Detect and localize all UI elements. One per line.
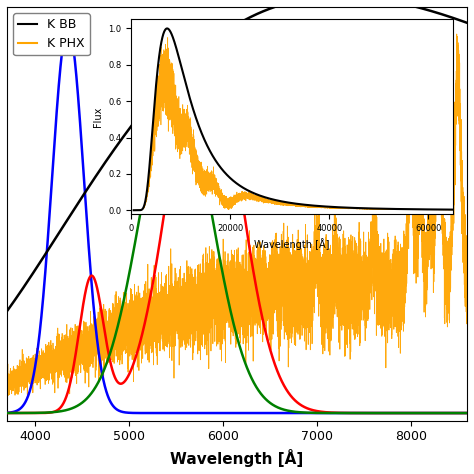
X-axis label: Wavelength [Å]: Wavelength [Å] xyxy=(170,449,304,467)
Legend: K BB, K PHX: K BB, K PHX xyxy=(13,13,90,55)
